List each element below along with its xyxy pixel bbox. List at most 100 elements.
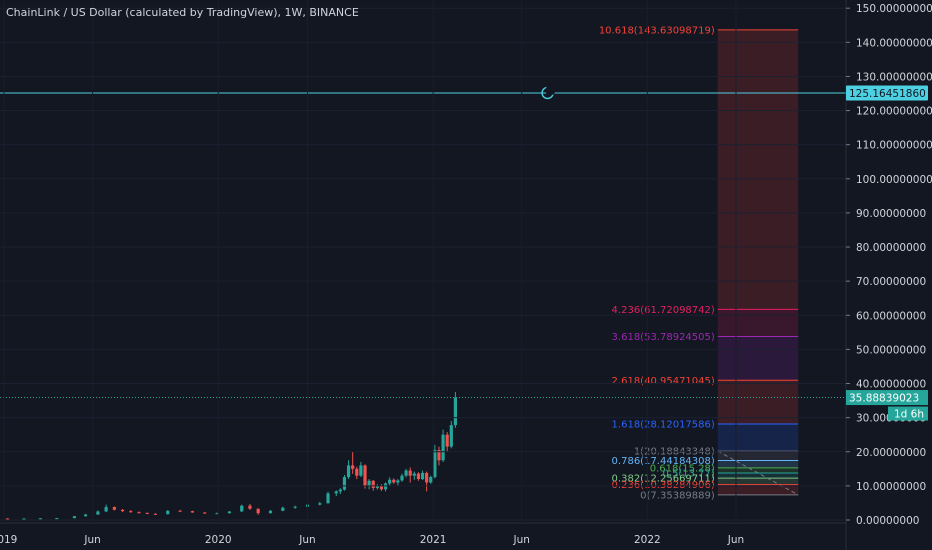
candle-body — [363, 465, 367, 486]
candle-body — [334, 491, 338, 494]
candle-body — [367, 480, 371, 486]
fib-level-label: 10.618(143.63098719) — [599, 25, 715, 36]
fib-level-label: 0.786(17.44184308) — [612, 456, 715, 467]
candle-body — [351, 465, 355, 469]
candle-body — [425, 472, 429, 483]
fib-zone — [717, 451, 799, 461]
y-tick-label: 0.00000000 — [856, 515, 919, 527]
candle-body — [433, 450, 437, 478]
y-tick-label: 140.00000000 — [856, 37, 932, 49]
fib-zone — [717, 380, 799, 425]
candle-body — [338, 489, 342, 492]
fib-zone — [717, 473, 799, 479]
candle-body — [190, 511, 195, 513]
candle-body — [153, 513, 158, 515]
candle-body — [404, 470, 408, 476]
fib-zone — [717, 478, 799, 485]
y-tick-label: 40.00000000 — [856, 379, 926, 391]
last-price-label: 35.88839023 — [849, 393, 919, 405]
chart-title: ChainLink / US Dollar (calculated by Tra… — [6, 6, 359, 19]
candle-body — [318, 503, 322, 505]
y-tick-label: 90.00000000 — [856, 208, 926, 220]
y-tick-label: 50.00000000 — [856, 344, 926, 356]
fib-level-label: 4.236(61.72098742) — [612, 305, 715, 316]
candle-body — [38, 518, 42, 520]
candle-body — [355, 468, 359, 476]
candle-body — [346, 465, 351, 478]
horizontal-line-price-tag: 125.16451860 — [846, 85, 928, 101]
x-tick-label: 2020 — [205, 534, 232, 546]
candle-body — [293, 506, 297, 508]
fib-trend-line — [717, 450, 799, 496]
y-tick-label: 70.00000000 — [856, 276, 926, 288]
candle-body — [22, 518, 26, 520]
fib-level-label: 0(7.35389889) — [640, 490, 715, 501]
candle-body — [145, 512, 149, 514]
y-tick-label: 110.00000000 — [856, 140, 932, 152]
candle-body — [178, 510, 182, 512]
candle-body — [441, 434, 445, 461]
fib-level-label: 0.5(13.77) — [662, 469, 714, 480]
x-tick-label: Jun — [727, 534, 744, 546]
candle-body — [379, 485, 384, 490]
candlestick-series — [5, 392, 458, 520]
fib-level-label: 0.382(12.25669711) — [612, 474, 715, 485]
candle-body — [383, 483, 388, 490]
x-tick-label: Jun — [513, 534, 530, 546]
candle-body — [412, 473, 416, 476]
candle-body — [268, 510, 273, 514]
candle-body — [256, 508, 260, 514]
x-tick-label: 2022 — [634, 534, 661, 546]
candle-body — [429, 477, 433, 483]
y-tick-label: 20.00000000 — [856, 447, 926, 459]
candle-body — [55, 518, 59, 520]
candle-body — [104, 507, 108, 512]
fib-level-label: 0.618(15.28) — [650, 463, 715, 474]
fib-zone — [717, 336, 799, 381]
bar-countdown-label: 1d 6h — [894, 409, 924, 421]
candle-body — [72, 516, 77, 519]
y-tick-label: 10.00000000 — [856, 481, 926, 493]
y-tick-label: 120.00000000 — [856, 106, 932, 118]
last-price-tag: 35.88839023 1d 6h — [846, 390, 928, 421]
x-axis[interactable]: 2019 Jun 2020 Jun 2021 Jun 2022 Jun — [0, 0, 846, 546]
fib-level-label: 3.618(53.78924505) — [612, 332, 715, 343]
candle-body — [437, 450, 441, 461]
moon-icon[interactable] — [541, 85, 556, 100]
candle-body — [112, 507, 116, 510]
candle-body — [203, 512, 207, 514]
candle-body — [375, 485, 379, 488]
candle-body — [120, 509, 125, 512]
candle-body — [240, 505, 244, 512]
x-tick-label: 2021 — [420, 534, 447, 546]
candle-body — [396, 480, 400, 483]
candle-body — [137, 512, 141, 514]
candle-body — [326, 493, 330, 504]
fib-zone — [717, 467, 799, 474]
y-tick-label: 150.00000000 — [856, 3, 932, 15]
x-tick-label: Jun — [298, 534, 315, 546]
candle-body — [388, 479, 392, 484]
x-tick-label: Jun — [83, 534, 100, 546]
candle-body — [453, 397, 458, 426]
candle-body — [445, 434, 449, 447]
candle-body — [392, 479, 396, 483]
fib-zone — [717, 484, 799, 495]
candle-body — [416, 473, 421, 480]
fibonacci-extension[interactable] — [717, 29, 799, 496]
candle-body — [281, 507, 285, 511]
horizontal-line-price-label: 125.16451860 — [849, 88, 926, 100]
fib-level-label: 1.618(28.12017586) — [612, 420, 715, 431]
y-tick-label: 100.00000000 — [856, 174, 932, 186]
candle-body — [449, 425, 453, 447]
fib-zone — [717, 460, 799, 468]
candle-body — [227, 511, 232, 514]
candle-body — [359, 465, 363, 476]
candle-body — [215, 513, 219, 515]
candle-body — [129, 511, 133, 513]
y-tick-label: 130.00000000 — [856, 71, 932, 83]
fibonacci-labels: 10.618(143.63098719) 4.236(61.72098742) 3.… — [599, 25, 715, 501]
candle-body — [371, 480, 375, 488]
